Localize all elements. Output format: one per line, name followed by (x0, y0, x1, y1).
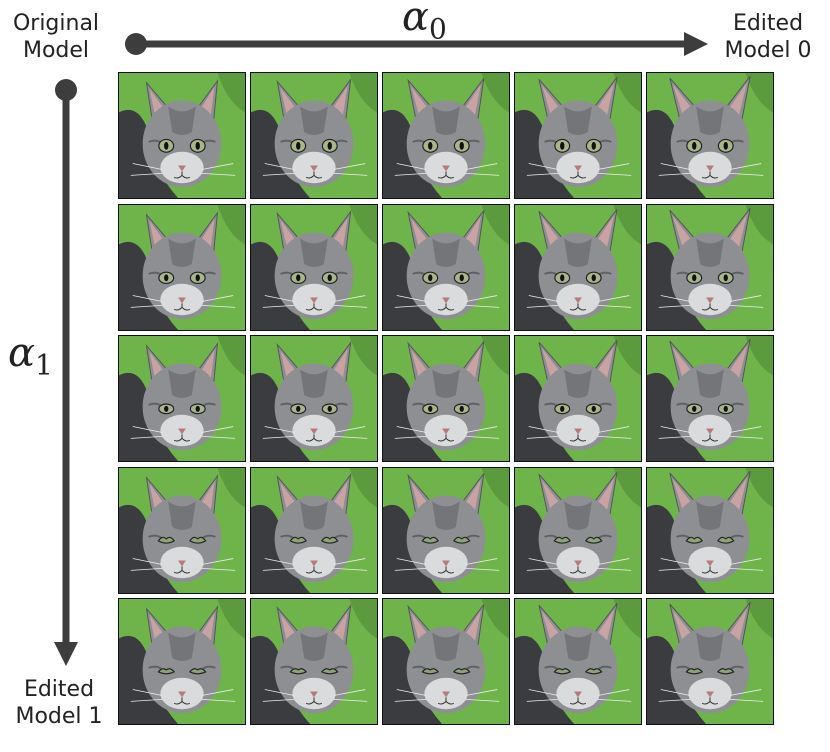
cat-head (526, 603, 632, 714)
cat-head (130, 342, 236, 451)
edited-model-1-label: Edited Model 1 (0, 676, 118, 730)
cat-image-tile (514, 598, 642, 725)
cat-head (394, 472, 500, 582)
alpha-1-glyph: α (8, 330, 36, 376)
edited-model-0-label-line2: Model 0 (724, 38, 812, 63)
cat-head (658, 601, 764, 714)
cat-head (130, 473, 236, 582)
edited-model-0-label-line1: Edited (732, 11, 804, 36)
image-grid (118, 72, 776, 726)
cat-head (262, 209, 368, 319)
cat-head (658, 470, 764, 582)
cat-head (526, 471, 632, 582)
vertical-arrow-head (54, 642, 78, 666)
cat-head (394, 209, 500, 319)
cat-head (526, 77, 632, 188)
cat-head (658, 75, 764, 188)
cat-image-tile (250, 598, 378, 725)
cat-head (658, 338, 764, 451)
edited-model-1-label-line1: Edited (23, 677, 95, 702)
cat-image-tile (514, 203, 642, 331)
cat-image-tile (118, 466, 246, 594)
cat-image-tile (646, 598, 774, 725)
cat-head (262, 472, 368, 582)
cat-image-tile (118, 203, 246, 331)
cat-image-tile (118, 598, 246, 725)
cat-head (526, 340, 632, 451)
edited-model-1-label-line2: Model 1 (15, 704, 103, 729)
cat-image-tile (118, 335, 246, 462)
cat-image-tile (646, 203, 774, 331)
cat-image-tile (382, 72, 510, 199)
cat-head (262, 340, 368, 451)
cat-image-tile (250, 203, 378, 331)
cat-image-tile (646, 72, 774, 199)
edited-model-0-label: Edited Model 0 (712, 10, 824, 64)
cat-head (130, 79, 236, 188)
cat-head (394, 341, 500, 451)
cat-image-tile (382, 598, 510, 725)
cat-head (130, 210, 236, 319)
alpha-0-subscript: 0 (429, 12, 447, 46)
horizontal-arrow-head (684, 32, 708, 56)
cat-head (262, 603, 368, 714)
alpha-1-symbol: α1 (8, 330, 53, 381)
cat-head (130, 605, 236, 714)
alpha-0-glyph: α (402, 0, 430, 40)
cat-image-tile (646, 466, 774, 594)
cat-image-tile (382, 466, 510, 594)
cat-head (658, 207, 764, 319)
cat-image-tile (646, 335, 774, 462)
cat-image-tile (382, 203, 510, 331)
cat-image-tile (250, 335, 378, 462)
cat-image-tile (514, 335, 642, 462)
cat-image-tile (382, 335, 510, 462)
cat-head (262, 77, 368, 188)
cat-head (394, 604, 500, 714)
cat-image-tile (250, 466, 378, 594)
horizontal-arrow (125, 32, 708, 56)
original-model-label-line2: Model (22, 38, 90, 63)
cat-head (394, 78, 500, 188)
cat-image-tile (250, 72, 378, 199)
alpha-0-symbol: α0 (402, 0, 447, 45)
alpha-1-subscript: 1 (35, 348, 53, 382)
vertical-arrow (54, 79, 78, 666)
original-model-label-line1: Original (12, 11, 100, 36)
cat-image-tile (118, 72, 246, 199)
cat-image-tile (514, 466, 642, 594)
cat-image-tile (514, 72, 642, 199)
cat-head (526, 208, 632, 319)
original-model-label: Original Model (0, 10, 112, 64)
